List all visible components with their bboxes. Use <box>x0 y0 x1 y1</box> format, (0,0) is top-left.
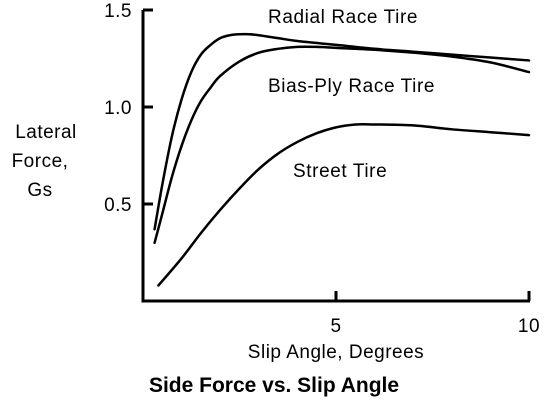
x-tick-label: 10 <box>518 316 540 337</box>
y-axis-label-line-1: Lateral <box>15 122 77 143</box>
chart-title: Side Force vs. Slip Angle <box>149 374 399 397</box>
ticks: 0.5 1.0 1.5 5 10 <box>104 1 540 337</box>
series-curves <box>153 32 531 287</box>
series-line-bias-ply-race-tire <box>153 45 531 245</box>
x-axis-label: Slip Angle, Degrees <box>248 342 424 363</box>
axes <box>141 10 530 303</box>
series-label-radial: Radial Race Tire <box>268 7 418 28</box>
x-tick-label: 5 <box>330 316 341 337</box>
y-axis-label-line-2: Force, <box>12 151 69 172</box>
y-axis-label-line-3: Gs <box>27 180 52 201</box>
series-label-street: Street Tire <box>293 161 387 182</box>
series-label-bias-ply: Bias-Ply Race Tire <box>268 76 435 97</box>
series-line-street-tire <box>157 122 531 287</box>
y-tick-label: 0.5 <box>104 195 132 216</box>
y-tick-label: 1.0 <box>104 98 132 119</box>
y-tick-label: 1.5 <box>104 1 132 22</box>
